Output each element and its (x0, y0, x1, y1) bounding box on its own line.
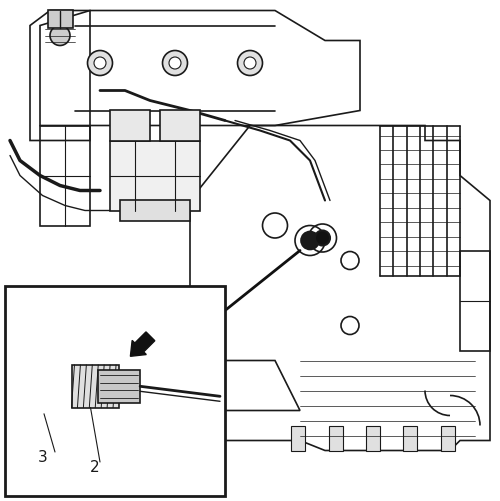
Bar (441, 425, 455, 450)
Bar (110, 140, 200, 210)
FancyArrow shape (130, 332, 155, 356)
Bar (48, 11, 72, 28)
Bar (460, 250, 490, 351)
Bar (110, 111, 150, 140)
Circle shape (262, 213, 287, 238)
Circle shape (94, 57, 106, 69)
Circle shape (315, 230, 330, 245)
Circle shape (88, 51, 112, 76)
Polygon shape (14, 346, 84, 426)
Circle shape (238, 51, 262, 76)
Bar (328, 425, 342, 450)
Circle shape (244, 57, 256, 69)
Bar (40, 125, 90, 225)
Circle shape (162, 51, 188, 76)
Bar (5, 286, 225, 495)
Bar (72, 365, 119, 407)
Bar (404, 425, 417, 450)
Polygon shape (25, 359, 73, 414)
Bar (366, 425, 380, 450)
Text: 2: 2 (90, 460, 100, 475)
Text: 3: 3 (38, 450, 48, 465)
Circle shape (301, 231, 319, 249)
Bar (98, 370, 140, 402)
Bar (120, 200, 190, 220)
Circle shape (50, 26, 70, 46)
Bar (160, 111, 200, 140)
Bar (291, 425, 305, 450)
Circle shape (169, 57, 181, 69)
